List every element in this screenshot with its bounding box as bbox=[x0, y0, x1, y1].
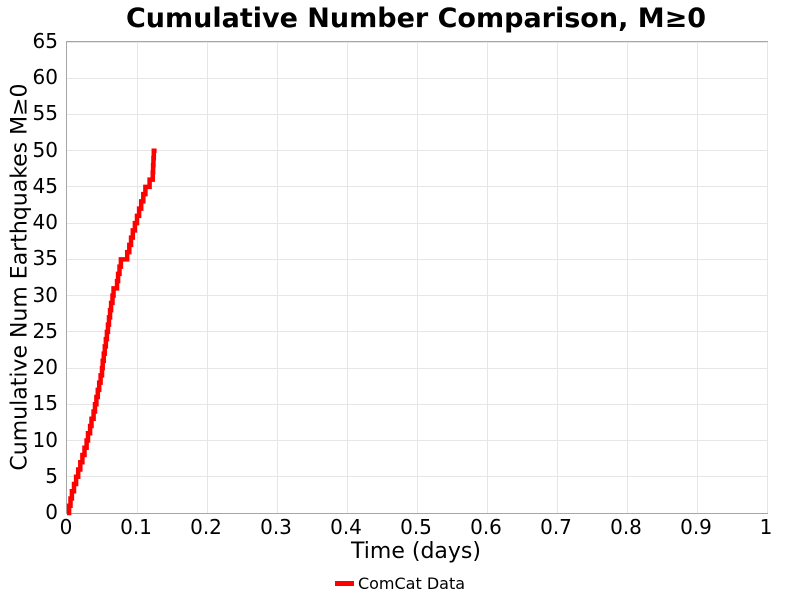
x-tick-label: 0.4 bbox=[330, 515, 362, 539]
y-tick-label: 0 bbox=[45, 500, 58, 524]
plot-area bbox=[66, 41, 768, 516]
gridline-vertical bbox=[136, 42, 138, 513]
legend-line-swatch bbox=[334, 581, 354, 586]
y-tick-label: 20 bbox=[32, 355, 58, 380]
y-tick-label: 60 bbox=[32, 65, 58, 90]
x-axis-label: Time (days) bbox=[351, 539, 481, 564]
gridline-vertical bbox=[626, 42, 628, 513]
y-tick-label: 35 bbox=[32, 246, 58, 271]
x-tick-label: 0.6 bbox=[470, 515, 502, 539]
y-tick-label: 40 bbox=[32, 210, 58, 235]
x-tick-label: 1 bbox=[759, 515, 773, 539]
legend-label: ComCat Data bbox=[357, 574, 466, 593]
y-tick-label: 10 bbox=[32, 427, 58, 452]
y-axis-label: Cumulative Num Earthquakes M≥0 bbox=[7, 83, 33, 471]
x-tick-label: 0.9 bbox=[680, 515, 712, 539]
legend: ComCat Data bbox=[0, 574, 800, 593]
x-tick-label: 0.8 bbox=[610, 515, 642, 539]
y-tick-label: 55 bbox=[32, 101, 58, 126]
x-tick-label: 0 bbox=[59, 515, 73, 539]
y-tick-label: 45 bbox=[32, 173, 58, 198]
chart-title: Cumulative Number Comparison, M≥0 bbox=[125, 3, 707, 34]
gridline-vertical bbox=[766, 42, 768, 513]
gridline-vertical bbox=[276, 42, 278, 513]
y-tick-label: 65 bbox=[32, 29, 58, 53]
x-tick-label: 0.7 bbox=[540, 515, 572, 539]
y-tick-label: 50 bbox=[32, 137, 58, 162]
gridline-vertical bbox=[346, 42, 348, 513]
y-tick-label: 30 bbox=[32, 282, 58, 307]
gridline-vertical bbox=[556, 42, 558, 513]
x-tick-label: 0.1 bbox=[120, 515, 152, 539]
y-tick-label: 15 bbox=[32, 391, 58, 416]
x-tick-label: 0.5 bbox=[400, 515, 432, 539]
gridline-vertical bbox=[486, 42, 488, 513]
gridline-vertical bbox=[416, 42, 418, 513]
comcat-step-path bbox=[66, 148, 157, 516]
y-tick-label: 25 bbox=[32, 318, 58, 343]
x-tick-label: 0.2 bbox=[190, 515, 222, 539]
x-tick-label: 0.3 bbox=[260, 515, 292, 539]
comcat-series-line bbox=[66, 148, 157, 516]
gridline-vertical bbox=[696, 42, 698, 513]
gridline-vertical bbox=[206, 42, 208, 513]
y-tick-label: 5 bbox=[45, 463, 58, 488]
